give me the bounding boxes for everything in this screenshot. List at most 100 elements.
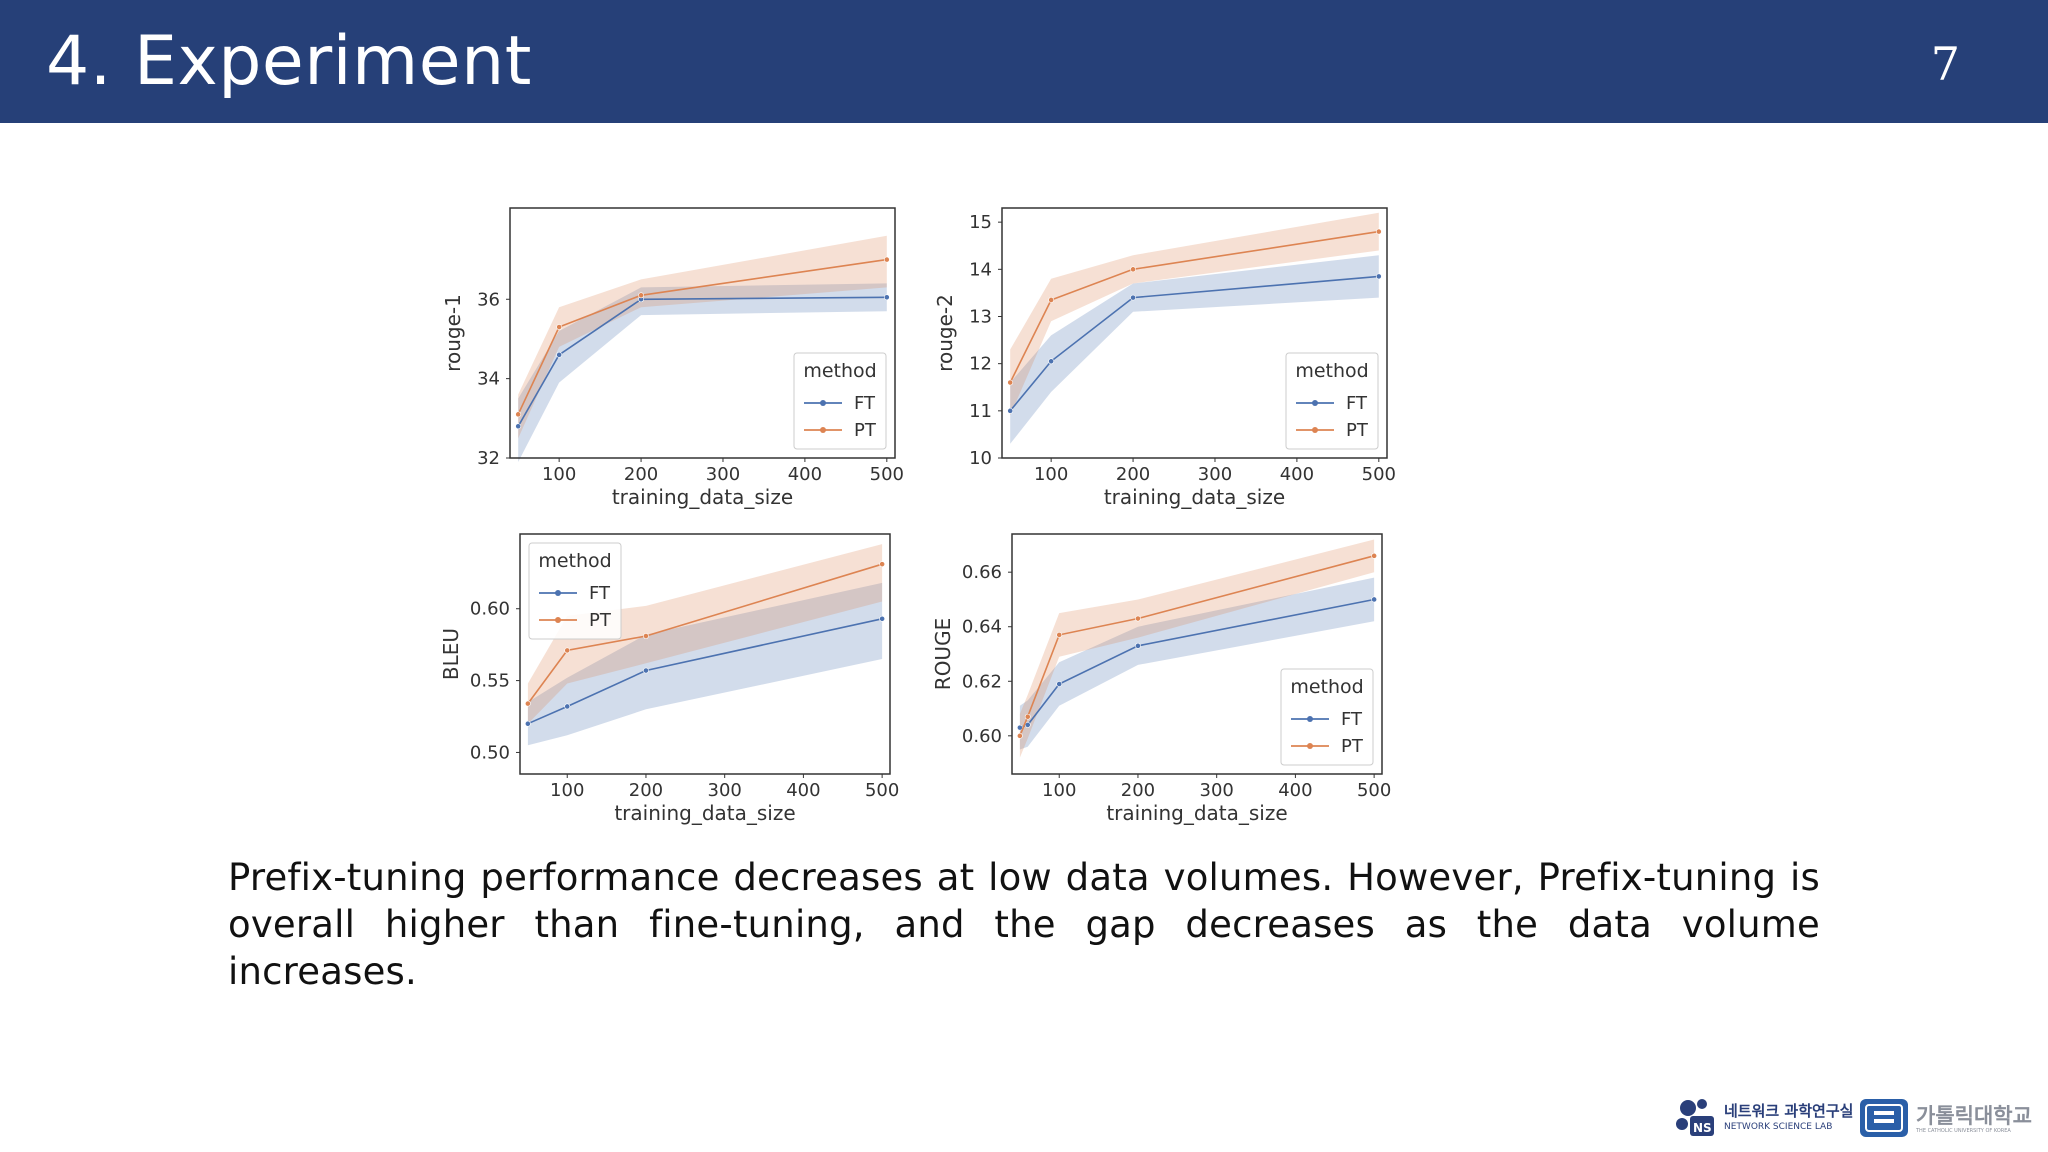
x-tick-label: 200 [1116, 464, 1150, 485]
legend-marker-ft [1312, 400, 1318, 406]
y-tick-label: 14 [969, 259, 992, 280]
slide-title: 4. Experiment [46, 22, 532, 101]
data-point-pt [1048, 297, 1055, 303]
legend-marker-pt [1307, 743, 1313, 749]
y-axis-label: rouge-1 [441, 294, 465, 372]
y-tick-label: 10 [969, 448, 992, 469]
series-line-ft [527, 618, 883, 725]
legend-marker-pt [1312, 427, 1318, 433]
y-tick-label: 12 [969, 354, 992, 375]
data-point-pt [1024, 713, 1031, 720]
y-tick-label: 0.55 [470, 671, 510, 692]
rouge-1-chart: 100 200 300 400 500 32 34 36 training_data_size r… [441, 207, 904, 509]
data-point-ft [1130, 294, 1136, 301]
ci-band-pt [1019, 539, 1375, 758]
legend-label-pt: PT [854, 420, 877, 441]
legend: method FT PT [1280, 668, 1374, 766]
data-point-ft [524, 720, 531, 727]
data-point-ft [556, 351, 563, 358]
series-line-ft [517, 296, 887, 427]
legend-label-ft: FT [1346, 393, 1368, 414]
data-point-pt [643, 633, 649, 639]
y-tick-label: 0.50 [470, 742, 510, 763]
legend: method FT PT [528, 542, 622, 640]
bleu-chart: 100 200 300 400 500 0.50 0.55 0.60 training_data… [439, 533, 899, 825]
data-point-pt [879, 561, 886, 568]
y-axis-label: ROUGE [931, 618, 955, 690]
svg-text:NETWORK SCIENCE LAB: NETWORK SCIENCE LAB [1724, 1122, 1832, 1132]
legend-title: method [1290, 676, 1363, 698]
legend: method FT PT [793, 352, 887, 450]
rouge-chart: 100 200 300 400 500 0.60 0.62 0.64 0.66 training_… [931, 533, 1391, 825]
data-point-pt [1016, 732, 1023, 739]
ci-band-ft [1019, 577, 1375, 750]
ci-band-pt [1010, 212, 1379, 416]
legend-label-ft: FT [854, 393, 876, 414]
data-point-ft [643, 667, 649, 674]
svg-text:가톨릭대학교: 가톨릭대학교 [1916, 1104, 2032, 1128]
data-point-pt [1007, 379, 1014, 386]
legend-box [1285, 352, 1379, 450]
legend-label-pt: PT [1346, 420, 1369, 441]
plot-frame [519, 533, 891, 775]
x-tick-label: 100 [1034, 464, 1068, 485]
data-point-ft [1375, 273, 1382, 280]
data-point-pt [1375, 228, 1382, 235]
data-point-ft [1056, 681, 1063, 687]
legend-box [528, 542, 622, 640]
x-tick-label: 400 [1278, 780, 1312, 801]
data-point-pt [524, 700, 531, 707]
series-line-pt [517, 258, 887, 415]
data-point-pt [883, 256, 890, 263]
x-axis-label: training_data_size [1106, 801, 1287, 825]
x-axis-label: training_data_size [614, 801, 795, 825]
legend-marker-pt [820, 427, 826, 433]
legend-title: method [1295, 360, 1368, 382]
plot-frame [509, 207, 896, 459]
ci-band-ft [518, 283, 887, 462]
plot-frame [1011, 533, 1383, 775]
slide-caption: Prefix-tuning performance decreases at l… [228, 856, 1820, 993]
legend-label-ft: FT [589, 583, 611, 604]
svg-text:네트워크 과학연구실: 네트워크 과학연구실 [1724, 1102, 1853, 1120]
legend: method FT PT [1285, 352, 1379, 450]
data-point-ft [883, 294, 890, 301]
x-tick-label: 500 [1362, 464, 1396, 485]
legend-marker-pt [555, 617, 561, 623]
y-tick-label: 0.60 [470, 599, 510, 620]
x-tick-label: 300 [1200, 780, 1234, 801]
svg-text:NS: NS [1693, 1121, 1712, 1135]
ci-band-ft [527, 582, 883, 746]
x-axis-label: training_data_size [612, 485, 793, 509]
slide-header: 4. Experiment 7 [0, 0, 2048, 123]
x-axis-label: training_data_size [1104, 485, 1285, 509]
data-point-ft [564, 703, 571, 710]
legend-title: method [803, 360, 876, 382]
data-point-pt [1371, 552, 1378, 559]
plot-frame [1001, 207, 1388, 459]
catholic-university-logo: 가톨릭대학교 THE CATHOLIC UNIVERSITY OF KOREA [1860, 1099, 2032, 1137]
footer-logos: NS 네트워크 과학연구실 NETWORK SCIENCE LAB 가톨릭대학교… [1676, 1099, 2032, 1137]
legend-label-ft: FT [1341, 709, 1363, 730]
y-tick-label: 0.66 [962, 562, 1002, 583]
x-tick-label: 500 [870, 464, 904, 485]
ci-band-ft [1010, 255, 1379, 444]
series-line-ft [1009, 275, 1379, 412]
x-tick-label: 400 [786, 780, 820, 801]
data-point-pt [556, 324, 563, 330]
rouge-2-chart: 100 200 300 400 500 10 11 12 13 14 15 training_data… [933, 207, 1396, 509]
y-tick-label: 32 [477, 448, 500, 469]
x-tick-label: 500 [1357, 780, 1391, 801]
x-tick-label: 100 [1042, 780, 1076, 801]
x-tick-label: 100 [550, 780, 584, 801]
x-tick-label: 300 [708, 780, 742, 801]
y-axis-label: BLEU [439, 628, 463, 680]
series-line-pt [1009, 230, 1379, 383]
y-tick-label: 0.62 [962, 671, 1002, 692]
x-tick-label: 300 [1198, 464, 1232, 485]
data-point-ft [515, 423, 522, 430]
data-point-ft [1371, 596, 1378, 603]
y-tick-label: 11 [969, 401, 992, 422]
legend-marker-ft [555, 590, 561, 596]
data-point-pt [1135, 615, 1141, 622]
